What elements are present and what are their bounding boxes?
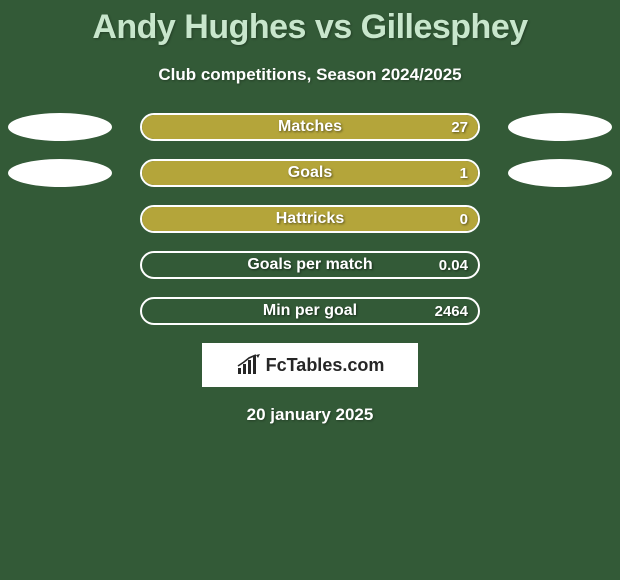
- left-ellipse: [8, 113, 112, 141]
- stat-bar: Min per goal2464: [140, 297, 480, 325]
- stat-bar: Goals per match0.04: [140, 251, 480, 279]
- page-title: Andy Hughes vs Gillesphey: [0, 0, 620, 47]
- right-ellipse: [508, 113, 612, 141]
- right-ellipse: [508, 159, 612, 187]
- subtitle: Club competitions, Season 2024/2025: [0, 65, 620, 85]
- stat-label: Goals: [142, 161, 478, 185]
- logo-box: FcTables.com: [202, 343, 418, 387]
- stat-value: 0: [460, 207, 468, 231]
- stat-label: Goals per match: [142, 253, 478, 277]
- stat-value: 27: [451, 115, 468, 139]
- stat-row: Hattricks0: [0, 205, 620, 233]
- logo-text: FcTables.com: [266, 355, 385, 376]
- stats-rows: Matches27 Goals1 Hattricks0 Goals per match…: [0, 113, 620, 325]
- stat-label: Min per goal: [142, 299, 478, 323]
- stat-label: Matches: [142, 115, 478, 139]
- date-label: 20 january 2025: [0, 405, 620, 425]
- stat-bar: Hattricks0: [140, 205, 480, 233]
- chart-icon: [236, 354, 262, 376]
- stat-row: Min per goal2464: [0, 297, 620, 325]
- left-ellipse: [8, 159, 112, 187]
- stat-value: 2464: [435, 299, 468, 323]
- stat-bar: Matches27: [140, 113, 480, 141]
- stat-row: Goals1: [0, 159, 620, 187]
- stat-label: Hattricks: [142, 207, 478, 231]
- stat-row: Goals per match0.04: [0, 251, 620, 279]
- stat-bar: Goals1: [140, 159, 480, 187]
- stat-value: 0.04: [439, 253, 468, 277]
- stat-row: Matches27: [0, 113, 620, 141]
- stat-value: 1: [460, 161, 468, 185]
